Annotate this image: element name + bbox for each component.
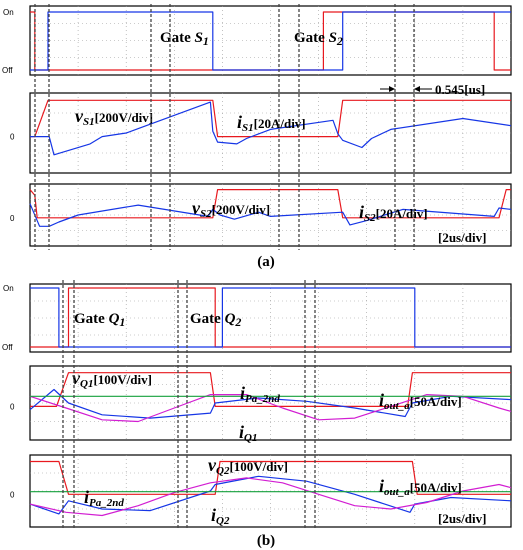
annotation-1: vS1[200V/div] [75,106,153,128]
ytick-zero: 0 [10,402,15,411]
scope-panel-1: On Off Gate S1 Gate S2 [2,5,512,76]
annotation-4: iQ1 [239,422,257,444]
dead-time-label: 0.545[us] [435,82,485,97]
series-line-2 [29,388,512,419]
ytick-on: On [3,284,14,293]
annotation-5: [2us/div] [438,511,486,526]
annotation-3: iout_a[50A/div] [379,390,462,412]
grid [30,93,511,173]
annotation-2: iPa_2nd [84,487,124,509]
marker-arrowhead-right [414,86,420,92]
series-line-1 [30,372,511,407]
marker-arrowhead-left [389,86,395,92]
caption-b: (b) [257,533,275,549]
ytick-zero: 0 [10,490,15,499]
series-line-2 [29,203,512,227]
series-line-2 [30,11,511,71]
scope-panel-6: 0 vQ2[100V/div] iPa_2nd iQ2 iout_a[50A/div] [… [10,454,512,528]
annotation-1: Gate Q1 [74,311,125,329]
ytick-off: Off [2,66,13,75]
annotation-4: iout_a[50A/div] [379,476,462,498]
series-line-2 [30,287,511,348]
annotation-1: Gate S1 [160,30,209,48]
annotation-1: vQ2[100V/div] [208,455,288,477]
annotation-2: iPa_2nd [240,383,280,405]
series-line-2 [30,101,512,156]
grid [30,6,511,75]
annotation-1: vQ1[100V/div] [72,368,152,390]
grid [30,184,511,246]
series-line-3 [29,477,512,517]
scope-panel-2: 0 vS1[200V/div] iS1[20A/div] [10,92,512,174]
annotation-2: Gate Q2 [190,311,241,329]
annotation-2: iS1[20A/div] [237,112,306,134]
ytick-on: On [3,8,14,17]
scope-panel-4: On Off Gate Q1 Gate Q2 [2,283,512,353]
annotation-2: Gate S2 [294,30,343,48]
dead-time-marker: 0.545[us] [380,82,485,97]
annotation-3: [2us/div] [438,230,486,245]
ytick-off: Off [2,343,13,352]
series-line-1 [29,189,511,219]
grid [30,455,511,527]
caption-a: (a) [257,254,275,270]
annotation-3: iQ2 [211,505,230,527]
series-line-1 [30,460,511,495]
grid [30,284,511,352]
ytick-zero: 0 [10,133,15,142]
ytick-zero: 0 [10,214,15,223]
annotation-1: vS2[200V/div] [192,198,270,220]
scope-panel-5: 0 vQ1[100V/div] iPa_2nd iout_a[50A/div] iQ1 [10,365,512,444]
series-line-1 [30,99,511,138]
